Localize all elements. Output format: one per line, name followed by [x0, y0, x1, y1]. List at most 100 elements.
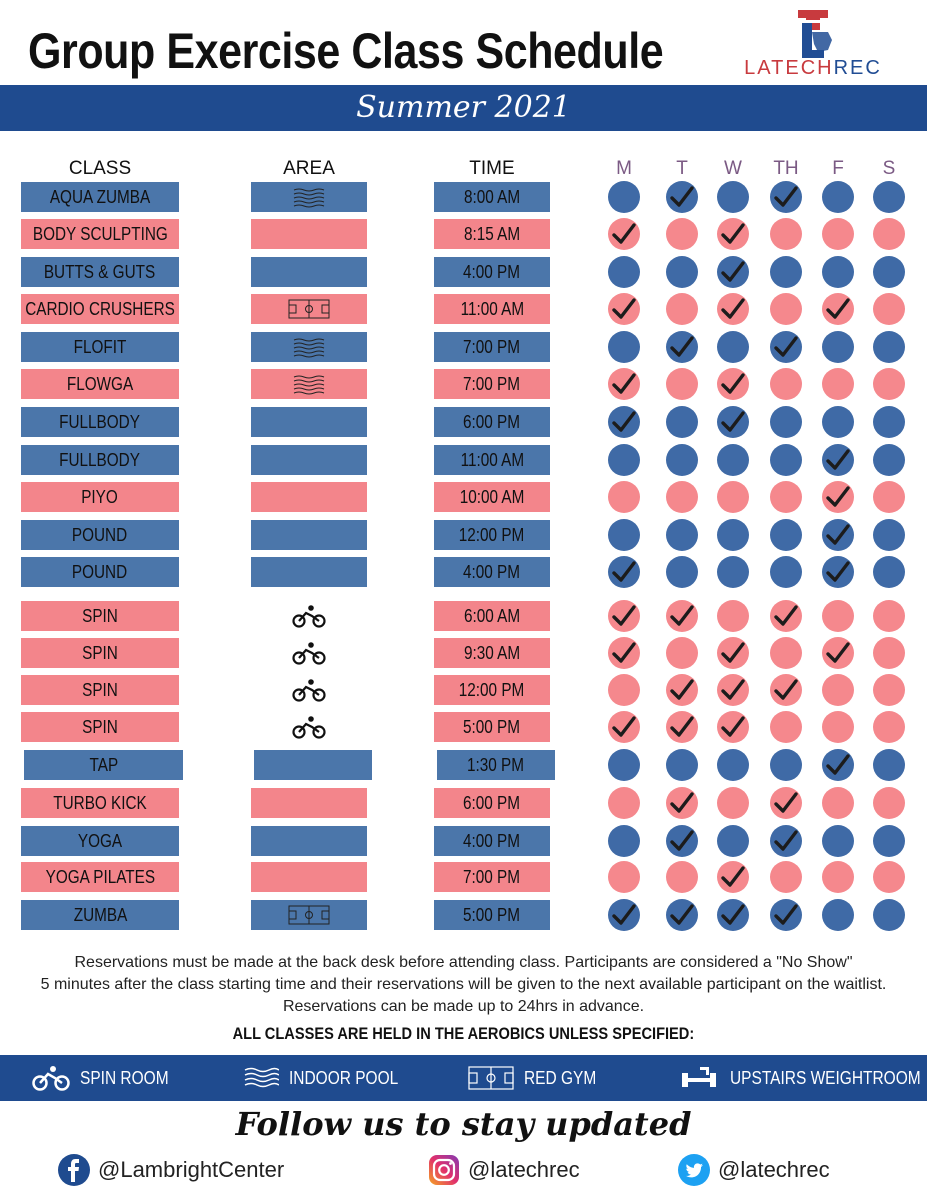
check-icon — [826, 449, 850, 470]
day-dot-checked — [608, 899, 640, 931]
check-icon — [612, 411, 636, 432]
class-time-cell: 11:00 AM — [434, 445, 550, 475]
day-dot-checked — [822, 293, 854, 325]
day-dot — [770, 368, 802, 400]
check-icon — [612, 904, 636, 925]
check-icon — [721, 298, 745, 319]
bicycle-icon — [292, 679, 326, 702]
day-dot — [873, 600, 905, 632]
class-name-cell: FULLBODY — [21, 407, 179, 437]
basketball-court-icon — [468, 1066, 514, 1090]
waves-icon — [293, 375, 325, 395]
day-dot — [666, 406, 698, 438]
day-dot-checked — [666, 711, 698, 743]
instagram-handle[interactable]: @latechrec — [428, 1152, 580, 1188]
check-icon — [670, 716, 694, 737]
area-column-header: AREA — [283, 158, 335, 179]
class-area-cell — [251, 788, 367, 818]
day-dot — [608, 861, 640, 893]
dumbbell-icon — [682, 1067, 716, 1087]
day-dot — [717, 331, 749, 363]
waves-icon — [293, 188, 325, 208]
day-dot — [873, 331, 905, 363]
day-dot — [608, 181, 640, 213]
class-time-cell: 7:00 PM — [434, 369, 550, 399]
day-dot — [666, 519, 698, 551]
instagram-icon — [429, 1155, 459, 1185]
class-area-cell — [254, 750, 372, 780]
reservation-note: Reservations must be made at the back de… — [40, 954, 887, 1015]
class-area-cell — [251, 257, 367, 287]
class-name-cell: YOGA — [21, 826, 179, 856]
basketball-court-icon — [288, 299, 330, 319]
check-icon — [774, 830, 798, 851]
day-header: T — [676, 158, 688, 179]
class-name-cell: SPIN — [21, 675, 179, 705]
class-area-cell — [251, 601, 367, 631]
day-dot-checked — [608, 293, 640, 325]
day-dot — [822, 600, 854, 632]
class-area-cell — [251, 294, 367, 324]
bicycle-icon — [32, 1066, 70, 1091]
day-dot-checked — [822, 481, 854, 513]
check-icon — [826, 298, 850, 319]
day-dot — [770, 749, 802, 781]
facebook-handle[interactable]: @LambrightCenter — [58, 1152, 284, 1188]
day-dot — [666, 637, 698, 669]
day-header: M — [616, 158, 632, 179]
day-dot — [873, 481, 905, 513]
day-dot — [873, 256, 905, 288]
check-icon — [774, 336, 798, 357]
day-dot-checked — [608, 600, 640, 632]
day-dot — [770, 711, 802, 743]
check-icon — [721, 223, 745, 244]
day-dot — [873, 674, 905, 706]
day-dot-checked — [666, 181, 698, 213]
day-dot — [822, 825, 854, 857]
day-dot — [873, 368, 905, 400]
day-header: S — [882, 158, 896, 179]
day-dot — [770, 444, 802, 476]
day-dot — [822, 899, 854, 931]
check-icon — [774, 904, 798, 925]
day-dot-checked — [666, 331, 698, 363]
day-dot — [770, 293, 802, 325]
day-dot — [666, 368, 698, 400]
class-area-cell — [251, 712, 367, 742]
day-dot-checked — [608, 218, 640, 250]
day-dot — [717, 444, 749, 476]
day-dot — [822, 368, 854, 400]
class-area-cell — [251, 219, 367, 249]
class-area-cell — [251, 826, 367, 856]
check-icon — [826, 486, 850, 507]
day-header: TH — [773, 158, 799, 179]
day-dot-checked — [822, 444, 854, 476]
day-dot-checked — [717, 861, 749, 893]
class-name-cell: FLOWGA — [21, 369, 179, 399]
check-icon — [670, 186, 694, 207]
day-dot-checked — [770, 331, 802, 363]
check-icon — [670, 336, 694, 357]
day-dot — [873, 787, 905, 819]
day-dot-checked — [717, 637, 749, 669]
day-dot-checked — [770, 899, 802, 931]
class-time-cell: 4:00 PM — [434, 257, 550, 287]
class-area-cell — [251, 638, 367, 668]
check-icon — [612, 223, 636, 244]
day-dot-checked — [666, 674, 698, 706]
season-banner: Summer 2021 — [0, 85, 927, 131]
day-dot-checked — [822, 637, 854, 669]
class-area-cell — [251, 862, 367, 892]
twitter-handle[interactable]: @latechrec — [678, 1152, 830, 1188]
waves-icon — [293, 338, 325, 358]
day-dot — [717, 825, 749, 857]
day-dot — [873, 293, 905, 325]
day-dot — [770, 637, 802, 669]
day-dot — [822, 218, 854, 250]
check-icon — [670, 679, 694, 700]
day-dot — [822, 256, 854, 288]
day-dot — [608, 674, 640, 706]
day-dot-checked — [608, 368, 640, 400]
day-dot-checked — [770, 600, 802, 632]
class-time-cell: 7:00 PM — [434, 332, 550, 362]
